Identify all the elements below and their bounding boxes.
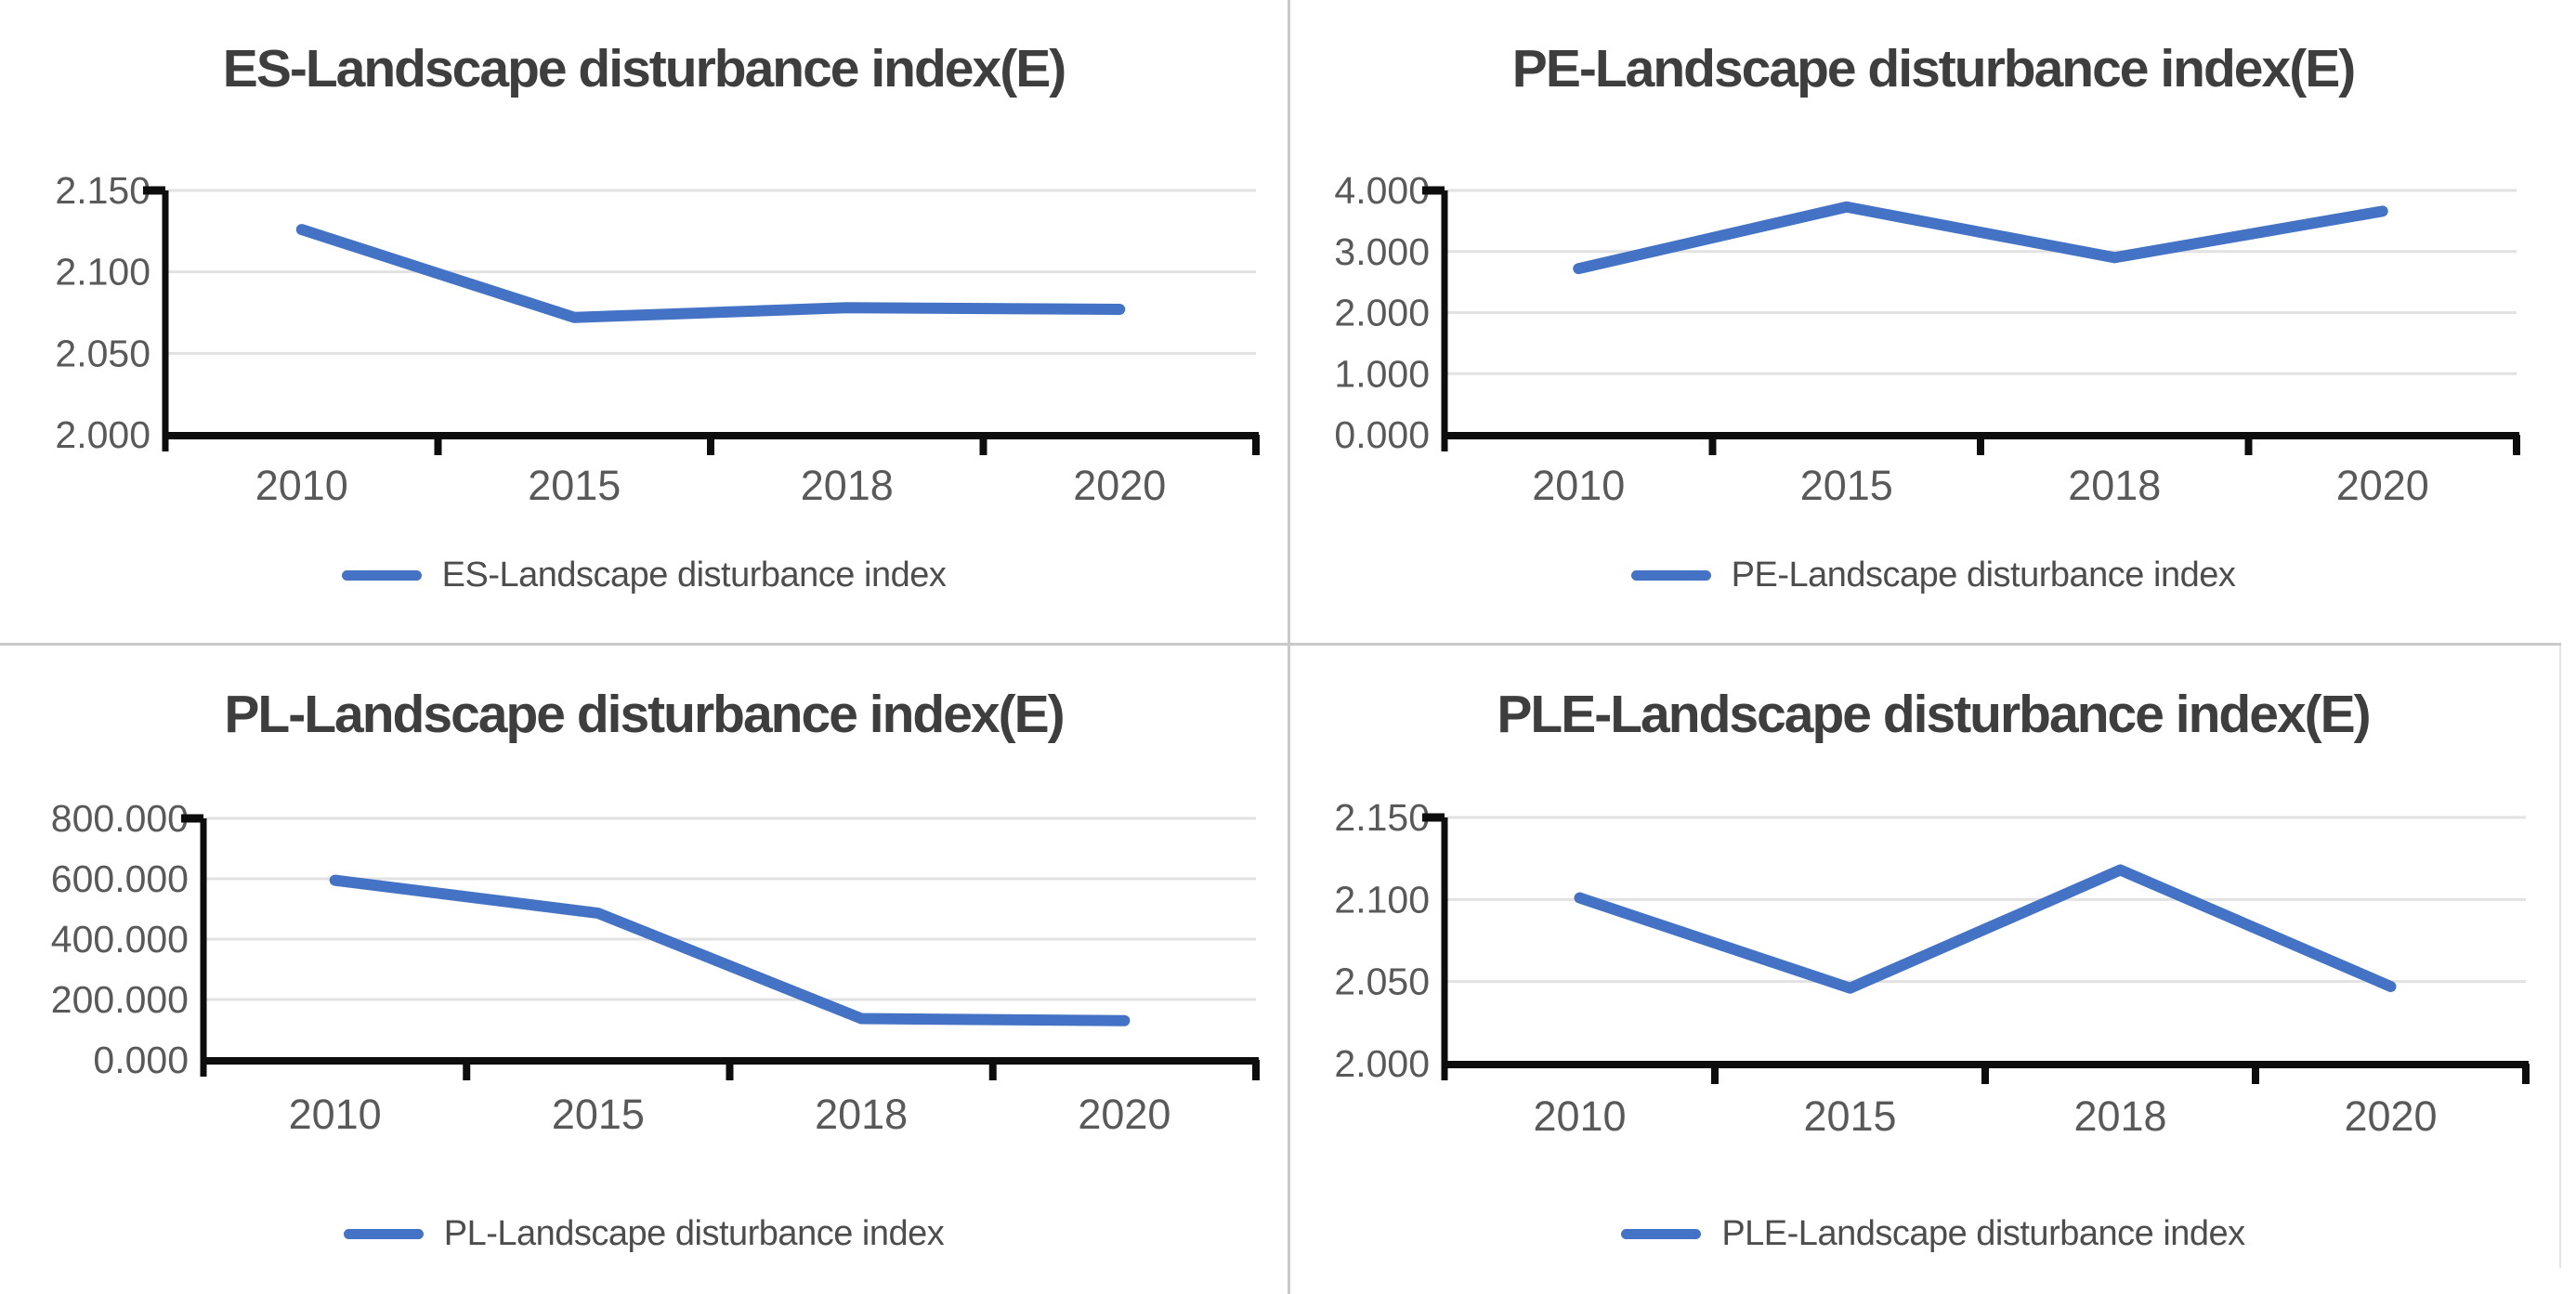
grid-divider-vertical	[1288, 0, 1290, 1294]
y-tick-label: 0.000	[1334, 413, 1430, 456]
x-axis-tick-labels: 2010 2015 2018 2020	[1532, 462, 2429, 509]
y-tick-label: 2.000	[1334, 1042, 1430, 1085]
x-tick-label: 2015	[1803, 1092, 1896, 1140]
y-tick-label: 2.050	[1334, 961, 1430, 1003]
x-tick-label: 2020	[2344, 1092, 2437, 1140]
x-tick-label: 2020	[2336, 462, 2429, 509]
y-tick-label: 600.000	[51, 857, 189, 900]
x-tick-label: 2010	[1533, 1092, 1626, 1140]
y-axis-tick-labels: 4.000 3.000 2.000 1.000 0.000	[1334, 169, 1430, 456]
y-tick-label: 2.150	[55, 169, 150, 212]
y-axis-tick-labels: 2.150 2.100 2.050 2.000	[55, 169, 150, 456]
legend-pe: PE-Landscape disturbance index	[1290, 556, 2576, 595]
y-axis-tick-labels: 2.150 2.100 2.050 2.000	[1334, 796, 1430, 1085]
legend-label: PL-Landscape disturbance index	[443, 1214, 945, 1253]
y-axis-tick-labels: 800.000 600.000 400.000 200.000 0.000	[51, 797, 189, 1081]
x-axis-tick-labels: 2010 2015 2018 2020	[1533, 1092, 2437, 1140]
gridlines	[1445, 189, 2517, 375]
x-tick-label: 2010	[289, 1091, 382, 1138]
legend-ple: PLE-Landscape disturbance index	[1290, 1214, 2576, 1254]
y-tick-label: 2.150	[1334, 796, 1430, 839]
x-tick-label: 2020	[1073, 462, 1166, 509]
series-line	[295, 224, 1126, 323]
plot-svg: 4.000 3.000 2.000 1.000 0.000 2010 2015 2018 202…	[1334, 169, 2520, 509]
x-tick-label: 2010	[255, 462, 348, 509]
gridlines	[1445, 816, 2526, 984]
series-line	[329, 874, 1131, 1026]
series-line	[1574, 864, 2397, 994]
axes	[1422, 186, 2520, 455]
y-tick-label: 1.000	[1334, 352, 1430, 395]
y-tick-label: 2.100	[55, 251, 150, 294]
y-tick-label: 2.050	[55, 332, 150, 374]
plot-svg: 2.150 2.100 2.050 2.000 2010 2015 2018 2020	[1334, 796, 2530, 1140]
gridlines	[203, 817, 1256, 1001]
x-tick-label: 2018	[2073, 1092, 2166, 1140]
axes	[143, 186, 1260, 455]
y-tick-label: 400.000	[51, 918, 189, 961]
y-tick-label: 2.000	[1334, 292, 1430, 334]
chart-title-pe: PE-Landscape disturbance index(E)	[1511, 39, 2356, 98]
axes	[1422, 813, 2530, 1084]
axes	[181, 814, 1260, 1080]
grid-divider-right-edge	[2559, 646, 2561, 1268]
chart-panel-pe: PE-Landscape disturbance index(E) PE-Lan…	[1290, 0, 2576, 643]
grid-divider-horizontal	[0, 643, 2561, 646]
y-tick-label: 3.000	[1334, 230, 1430, 273]
legend-es: ES-Landscape disturbance index	[0, 556, 1288, 595]
gridlines	[165, 189, 1256, 355]
y-tick-label: 200.000	[51, 978, 189, 1021]
legend-line-swatch	[1630, 570, 1711, 581]
y-tick-label: 4.000	[1334, 169, 1430, 212]
x-tick-label: 2015	[1800, 462, 1893, 509]
legend-line-swatch	[343, 1229, 424, 1239]
legend-label: PE-Landscape disturbance index	[1731, 556, 2236, 595]
plot-svg: 2.150 2.100 2.050 2.000 2010 2015 2018 2020	[55, 169, 1260, 509]
chart-title-ple: PLE-Landscape disturbance index(E)	[1497, 685, 2371, 744]
chart-panel-pl: PL-Landscape disturbance index(E) PL-Lan…	[0, 646, 1288, 1294]
legend-pl: PL-Landscape disturbance index	[0, 1214, 1288, 1254]
x-tick-label: 2010	[1532, 462, 1625, 509]
y-tick-label: 0.000	[93, 1039, 189, 1081]
legend-label: ES-Landscape disturbance index	[441, 556, 947, 595]
x-tick-label: 2015	[552, 1091, 645, 1138]
x-tick-label: 2015	[528, 462, 621, 509]
x-tick-label: 2018	[801, 462, 894, 509]
legend-label: PLE-Landscape disturbance index	[1721, 1214, 2245, 1253]
legend-line-swatch	[1621, 1229, 1702, 1239]
x-tick-label: 2020	[1078, 1091, 1170, 1138]
chart-panel-ple: PLE-Landscape disturbance index(E) PLE-L…	[1290, 646, 2576, 1294]
chart-panel-es: ES-Landscape disturbance index(E) ES-Lan…	[0, 0, 1288, 643]
y-tick-label: 800.000	[51, 797, 189, 840]
x-axis-tick-labels: 2010 2015 2018 2020	[255, 462, 1167, 509]
y-tick-label: 2.000	[55, 413, 150, 456]
legend-line-swatch	[341, 570, 422, 581]
series-line	[1573, 201, 2388, 275]
y-tick-label: 2.100	[1334, 878, 1430, 921]
chart-title-pl: PL-Landscape disturbance index(E)	[224, 685, 1065, 744]
x-tick-label: 2018	[2068, 462, 2161, 509]
x-tick-label: 2018	[815, 1091, 908, 1138]
x-axis-tick-labels: 2010 2015 2018 2020	[289, 1091, 1171, 1138]
chart-title-es: ES-Landscape disturbance index(E)	[222, 39, 1066, 98]
